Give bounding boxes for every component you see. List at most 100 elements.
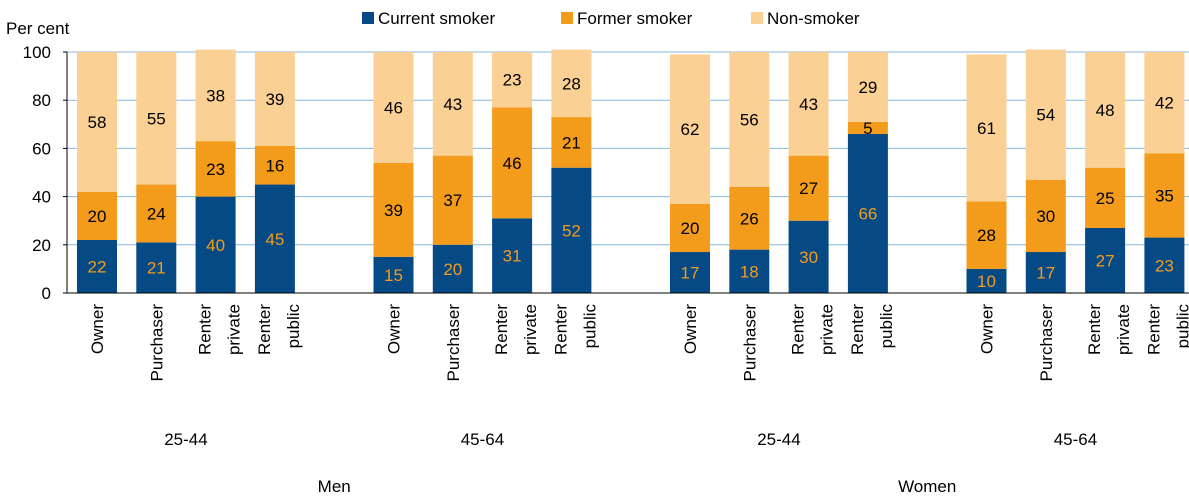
bar-non bbox=[729, 52, 770, 187]
x-tick-label: Renter bbox=[255, 304, 274, 355]
data-label-current: 40 bbox=[206, 236, 225, 255]
data-label-non: 39 bbox=[265, 90, 284, 109]
y-tick-label: 20 bbox=[32, 236, 51, 255]
data-label-non: 54 bbox=[1036, 106, 1055, 125]
x-tick-label: Purchaser bbox=[1037, 304, 1056, 382]
bar-non bbox=[195, 49, 236, 142]
data-label-current: 15 bbox=[384, 266, 403, 285]
legend-swatch-non-smoker bbox=[751, 12, 763, 24]
data-label-non: 46 bbox=[384, 98, 403, 117]
legend-label-former-smoker: Former smoker bbox=[577, 9, 693, 28]
x-tick-label: Owner bbox=[385, 304, 404, 354]
data-label-former: 27 bbox=[799, 179, 818, 198]
age-group-label: 45-64 bbox=[461, 430, 504, 449]
sex-group-label: Women bbox=[898, 477, 956, 496]
x-tick-label: Purchaser bbox=[740, 304, 759, 382]
bar-former bbox=[551, 117, 592, 168]
bar-non bbox=[1144, 52, 1185, 154]
data-label-current: 31 bbox=[503, 247, 522, 266]
bar-former bbox=[254, 145, 295, 185]
bar-former bbox=[136, 184, 177, 243]
x-tick-label: Renter bbox=[196, 304, 215, 355]
x-tick-label: private bbox=[225, 304, 244, 355]
bar-former bbox=[966, 201, 1007, 269]
data-label-non: 43 bbox=[443, 95, 462, 114]
data-label-non: 28 bbox=[562, 74, 581, 93]
data-label-non: 55 bbox=[147, 109, 166, 128]
data-label-former: 26 bbox=[740, 209, 759, 228]
data-label-current: 52 bbox=[562, 221, 581, 240]
bar-current bbox=[1085, 227, 1126, 293]
data-label-former: 46 bbox=[503, 154, 522, 173]
bar-non bbox=[254, 52, 295, 146]
bar-former bbox=[373, 162, 414, 257]
bar-current bbox=[432, 244, 473, 293]
bar-current bbox=[195, 196, 236, 293]
bar-current bbox=[373, 256, 414, 293]
x-tick-label: private bbox=[521, 304, 540, 355]
data-label-former: 30 bbox=[1036, 207, 1055, 226]
y-axis-ticks: 0 20 40 60 80 100 bbox=[23, 43, 67, 303]
bar-former bbox=[1025, 179, 1066, 253]
bar-former bbox=[847, 121, 888, 134]
y-tick-label: 40 bbox=[32, 188, 51, 207]
bar-non bbox=[432, 52, 473, 156]
x-tick-label: Renter bbox=[789, 304, 808, 355]
x-tick-label: Renter bbox=[492, 304, 511, 355]
data-label-former: 35 bbox=[1155, 186, 1174, 205]
bar-non bbox=[847, 52, 888, 122]
data-label-former: 23 bbox=[206, 160, 225, 179]
bar-non bbox=[77, 52, 117, 192]
x-tick-label: Renter bbox=[848, 304, 867, 355]
x-tick-label: private bbox=[818, 304, 837, 355]
data-label-non: 58 bbox=[88, 113, 107, 132]
x-tick-label: Renter bbox=[1144, 304, 1163, 355]
y-tick-label: 100 bbox=[23, 43, 51, 62]
data-label-former: 28 bbox=[977, 226, 996, 245]
data-label-non: 56 bbox=[740, 110, 759, 129]
x-tick-label: private bbox=[1114, 304, 1133, 355]
x-tick-label: Owner bbox=[88, 304, 107, 354]
bar-current bbox=[1144, 237, 1185, 293]
data-label-former: 24 bbox=[147, 204, 166, 223]
x-tick-label: public bbox=[284, 304, 303, 349]
bar-current bbox=[847, 133, 888, 293]
bar-former bbox=[729, 186, 770, 250]
data-label-current: 20 bbox=[443, 260, 462, 279]
legend-swatch-current-smoker bbox=[362, 12, 374, 24]
bar-non bbox=[551, 49, 592, 118]
axes bbox=[66, 52, 1189, 294]
bar-current bbox=[492, 218, 533, 293]
bar-non bbox=[492, 52, 533, 108]
y-tick-label: 60 bbox=[32, 139, 51, 158]
data-label-former: 37 bbox=[443, 191, 462, 210]
data-label-current: 17 bbox=[681, 264, 700, 283]
sex-group-label: Men bbox=[318, 477, 351, 496]
age-group-label: 25-44 bbox=[757, 430, 800, 449]
x-axis-labels: Owner Purchaser Renter private Renter public O… bbox=[88, 304, 1189, 496]
data-label-former: 39 bbox=[384, 201, 403, 220]
data-label-current: 21 bbox=[147, 259, 166, 278]
x-tick-label: Owner bbox=[978, 304, 997, 354]
y-axis-title: Per cent bbox=[6, 19, 70, 38]
x-tick-label: public bbox=[580, 304, 599, 349]
data-label-current: 10 bbox=[977, 272, 996, 291]
y-tick-label: 0 bbox=[42, 284, 51, 303]
x-tick-label: Renter bbox=[1085, 304, 1104, 355]
x-tick-label: Purchaser bbox=[147, 304, 166, 382]
bar-former bbox=[432, 155, 473, 245]
data-label-current: 27 bbox=[1096, 251, 1115, 270]
bar-former bbox=[1144, 153, 1185, 238]
bar-non bbox=[1085, 52, 1126, 168]
data-label-former: 20 bbox=[681, 219, 700, 238]
age-group-label: 45-64 bbox=[1054, 430, 1097, 449]
bar-non bbox=[136, 52, 177, 185]
bar-current bbox=[729, 249, 770, 293]
data-label-non: 48 bbox=[1096, 101, 1115, 120]
bar-former bbox=[492, 107, 533, 219]
bar-former bbox=[1085, 167, 1126, 228]
data-label-current: 30 bbox=[799, 248, 818, 267]
bar-non bbox=[788, 52, 829, 156]
bar-former bbox=[195, 141, 236, 197]
